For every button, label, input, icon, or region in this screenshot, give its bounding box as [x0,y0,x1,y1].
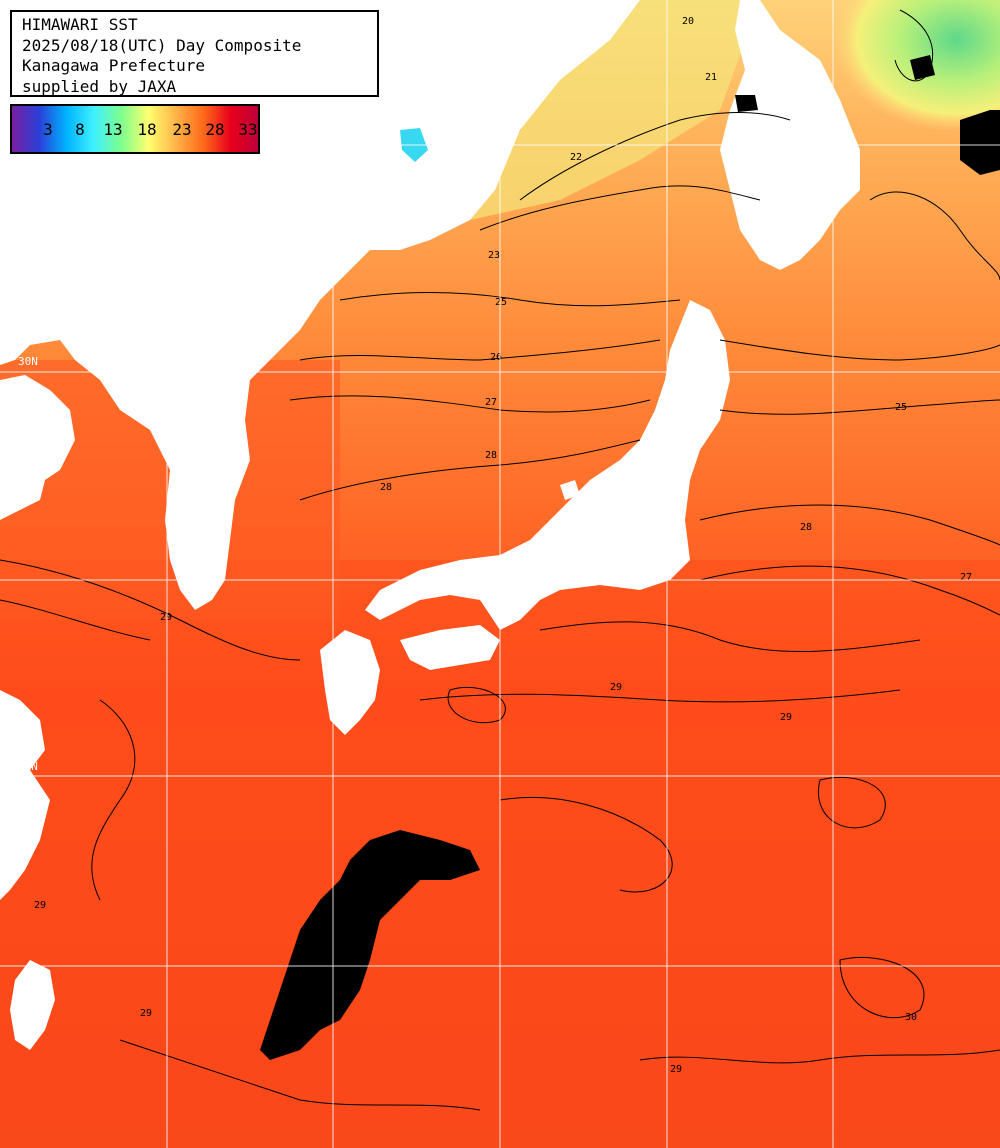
latitude-label: 30N [18,355,38,368]
contour-label: 29 [670,1064,682,1075]
isotherm-contours [0,9,1000,1111]
date-line: 2025/08/18(UTC) Day Composite [22,35,302,55]
contour-label: 29 [34,900,46,911]
region-line: Kanagawa Prefecture [22,56,206,75]
contour-label: 20 [682,16,694,27]
contour-label: 28 [800,522,812,533]
legend-tick: 13 [103,120,123,139]
contour-label: 22 [570,152,582,163]
legend-tick: 33 [238,120,258,139]
contour-label: 25 [495,297,507,308]
contour-label: 29 [140,1008,152,1019]
legend-color-bar [12,106,258,152]
legend-tick: 18 [137,120,157,139]
contour-label: 28 [485,450,497,461]
latitude-label: 20N [18,760,38,773]
legend-tick: 28 [205,120,225,139]
contour-label: 29 [610,682,622,693]
legend-tick: 23 [172,120,192,139]
contour-label: 29 [780,712,792,723]
contour-label: 27 [485,397,497,408]
contour-label: 27 [960,572,972,583]
legend-ticks: 3 8 13 18 23 28 33 [12,120,258,140]
legend-tick: 8 [75,120,85,139]
legend-tick: 3 [43,120,53,139]
title-line: HIMAWARI SST [22,15,138,34]
color-legend: 3 8 13 18 23 28 33 [10,104,260,154]
contour-label: 23 [488,250,500,261]
contour-label: 30 [905,1012,917,1023]
contour-label: 26 [490,352,502,363]
contour-label: 28 [380,482,392,493]
contour-label: 25 [895,402,907,413]
contour-label: 21 [705,72,717,83]
contour-label: 29 [160,612,172,623]
cool-coastal-water [470,0,760,220]
contour-labels: 20 21 22 23 25 26 27 28 29 30 28 29 29 2… [34,16,972,1075]
source-line: supplied by JAXA [22,76,177,96]
title-box: HIMAWARI SST 2025/08/18(UTC) Day Composi… [10,10,379,97]
cloud-mask [260,55,1000,1060]
